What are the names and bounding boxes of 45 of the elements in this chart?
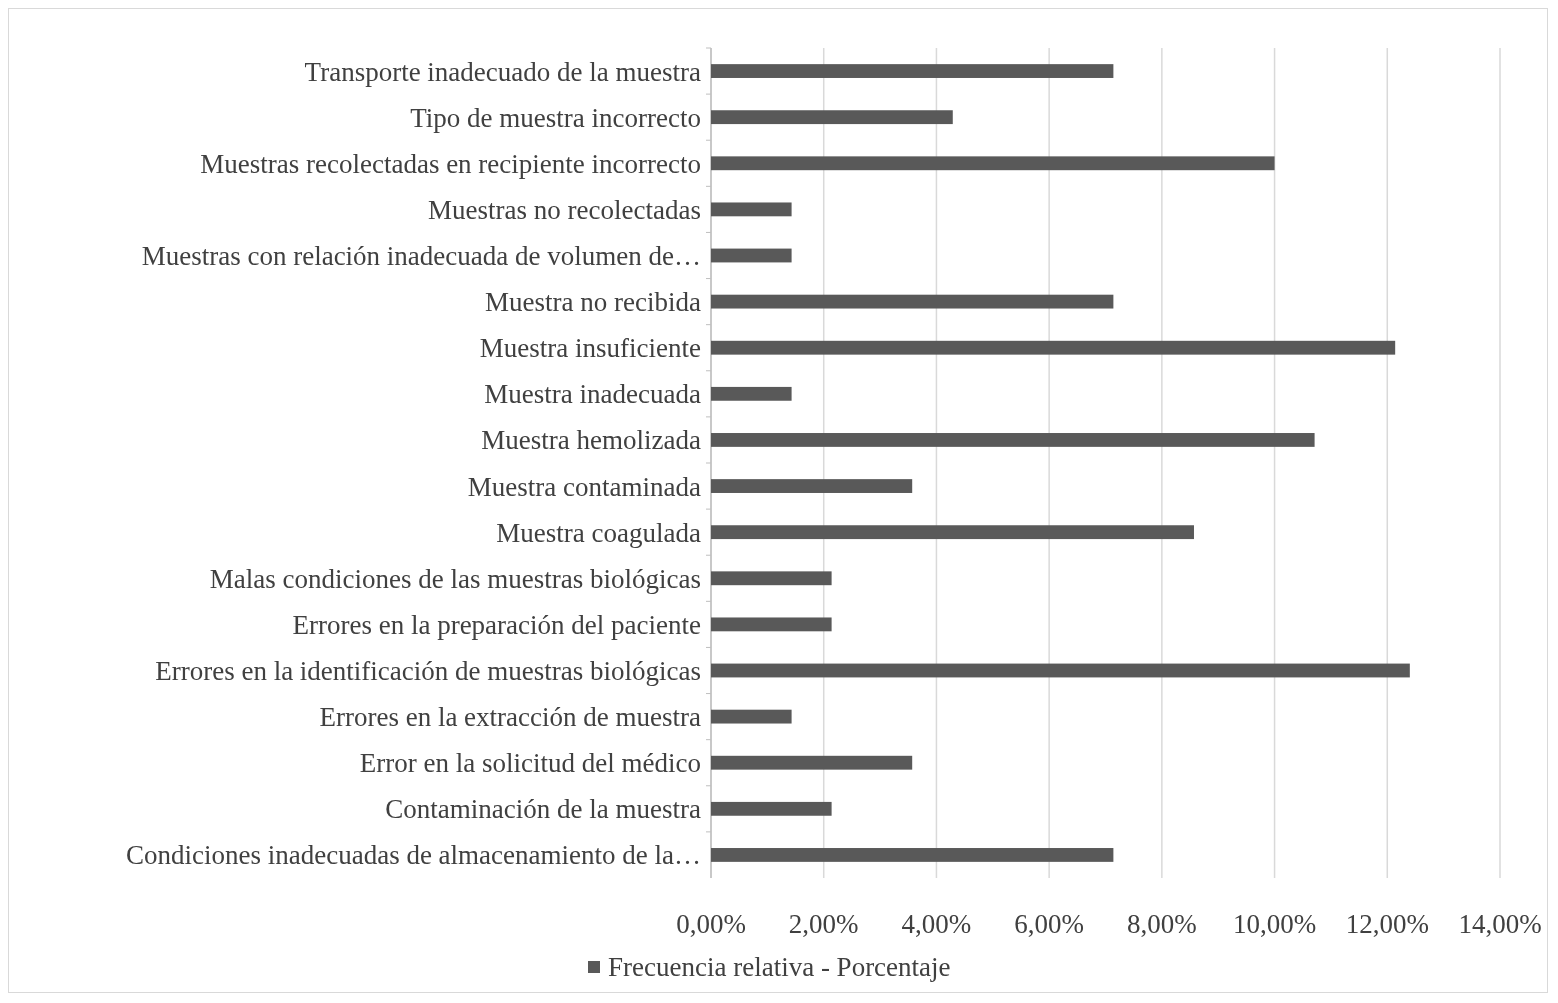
bar [711,64,1114,78]
y-tick-label: Condiciones inadecuadas de almacenamiento de la… [125,840,701,871]
bar [711,479,913,493]
legend-label: Frecuencia relativa - Porcentaje [608,952,951,982]
bar [711,617,832,632]
bar [711,202,792,217]
x-tick-label: 12,00% [1345,909,1429,939]
y-tick-label: Muestra insuficiente [479,333,702,364]
bar [711,709,792,724]
y-tick-label: Muestra inadecuada [484,379,702,410]
bar [711,433,1315,447]
y-tick-label: Errores en la identificación de muestras biológicas [155,655,701,686]
x-tick-label: 8,00% [1126,909,1197,939]
y-tick-label: Transporte inadecuado de la muestra [304,56,701,87]
bar [711,848,1114,862]
x-tick-label: 14,00% [1458,909,1542,939]
y-tick-label: Muestra no recibida [485,287,702,318]
y-tick-label: Tipo de muestra incorrecto [410,102,701,133]
y-tick-label: Error en la solicitud del médico [359,748,701,779]
y-tick-label: Muestras no recolectadas [428,194,701,225]
bar [711,294,1114,309]
y-tick-label: Contaminación de la muestra [385,794,702,825]
bar [711,571,832,586]
x-tick-label: 2,00% [788,909,859,939]
bar [711,755,913,770]
bar [711,663,1410,678]
y-tick-label: Errores en la extracción de muestra [319,702,702,733]
bar [711,386,792,401]
y-tick-label: Muestras recolectadas en recipiente incorrecto [200,148,701,179]
bar [711,525,1194,540]
x-tick-label: 4,00% [901,909,972,939]
bar [711,248,792,263]
y-tick-label: Muestra contaminada [467,471,702,502]
bar [711,801,832,816]
x-tick-label: 0,00% [676,909,746,939]
x-tick-label: 6,00% [1014,909,1085,939]
bar [711,156,1275,171]
bar [711,340,1396,355]
y-tick-label: Muestras con relación inadecuada de volumen de… [141,240,701,271]
y-tick-label: Malas condiciones de las muestras biológicas [209,563,701,594]
x-tick-label: 10,00% [1232,909,1317,939]
bar [711,110,953,125]
y-tick-label: Muestra hemolizada [481,425,702,456]
y-tick-label: Muestra coagulada [496,517,702,548]
y-tick-label: Errores en la preparación del paciente [292,609,701,640]
